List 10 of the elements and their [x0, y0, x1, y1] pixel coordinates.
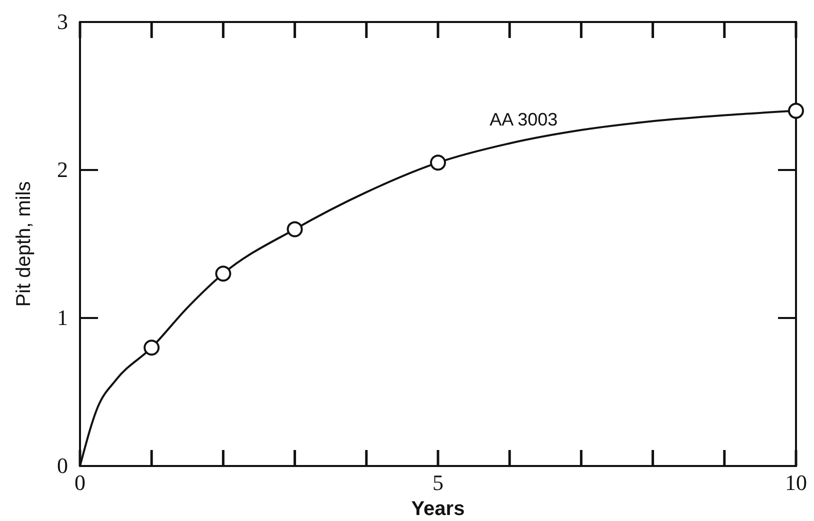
x-tick-label: 0 — [74, 470, 86, 495]
y-tick-label: 1 — [57, 305, 68, 330]
x-tick-label: 10 — [785, 470, 807, 495]
y-tick-label: 3 — [57, 9, 68, 34]
x-axis-title: Years — [411, 498, 465, 520]
series-label: AA 3003 — [490, 109, 558, 130]
y-tick-label: 0 — [57, 453, 68, 478]
x-tick-label: 5 — [432, 470, 444, 495]
y-tick-label: 2 — [57, 157, 68, 182]
y-axis-title: Pit depth, mils — [13, 181, 35, 307]
